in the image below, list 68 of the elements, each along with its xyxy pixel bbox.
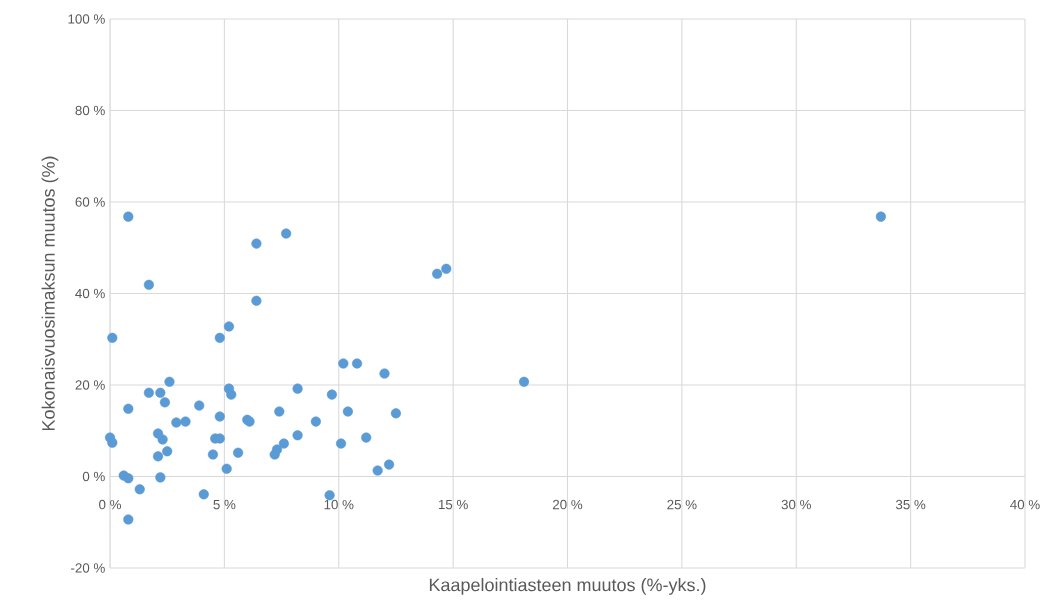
x-tick-label: 10 % [324,499,354,510]
x-tick-label: 0 % [99,499,122,510]
point [281,228,292,239]
point [123,211,134,222]
point [180,416,191,427]
y-tick-label: 80 % [75,105,105,116]
point [198,489,209,500]
point [207,449,219,460]
point [221,463,232,474]
point [107,332,118,343]
point [134,484,145,495]
point [379,368,390,379]
x-tick-label: 30 % [781,499,811,510]
point [292,383,303,394]
x-tick-label: 5 % [213,499,236,510]
point [278,438,289,449]
point [152,451,164,462]
y-tick-label: 20 % [75,380,105,390]
point [155,387,166,398]
point [342,406,353,417]
point [233,447,244,458]
point [875,211,886,222]
point [351,358,363,369]
point [194,400,205,411]
y-axis-title: Kokonaisvuosimaksun muutos (%) [41,156,59,431]
y-tick-label: 60 % [75,197,105,207]
point [390,408,402,419]
y-tick-label: 100 % [68,14,105,24]
point [162,446,173,457]
point [157,434,168,445]
x-tick-label: 15 % [438,499,468,510]
point [123,514,134,525]
point [361,432,372,443]
y-tick-label: -20 % [71,563,105,573]
point [326,389,337,400]
x-axis-title: Kaapelointiasteen muutos (%-yks.) [429,578,706,595]
point [335,438,347,449]
y-tick-label: 0 % [82,471,105,482]
point [123,403,134,414]
point [441,263,452,274]
point [274,406,285,417]
point [214,332,225,343]
x-tick-label: 20 % [552,499,583,510]
point [107,437,118,448]
point [171,417,182,428]
point [214,411,225,422]
point [226,389,237,400]
point [338,358,349,369]
point [143,279,154,290]
point [164,376,175,387]
point [143,387,154,398]
point [384,459,395,470]
point [372,465,383,476]
point [432,268,443,279]
point [123,473,134,484]
point [292,430,303,441]
x-tick-label: 35 % [895,499,926,510]
point [251,295,262,306]
point [310,416,321,427]
point [518,376,530,387]
point [155,472,166,483]
y-tick-label: 40 % [75,288,105,299]
point [251,238,262,249]
point [159,397,170,408]
point [223,321,235,332]
point [271,444,283,455]
x-tick-label: 25 % [667,499,697,510]
x-tick-label: 40 % [1010,499,1040,510]
